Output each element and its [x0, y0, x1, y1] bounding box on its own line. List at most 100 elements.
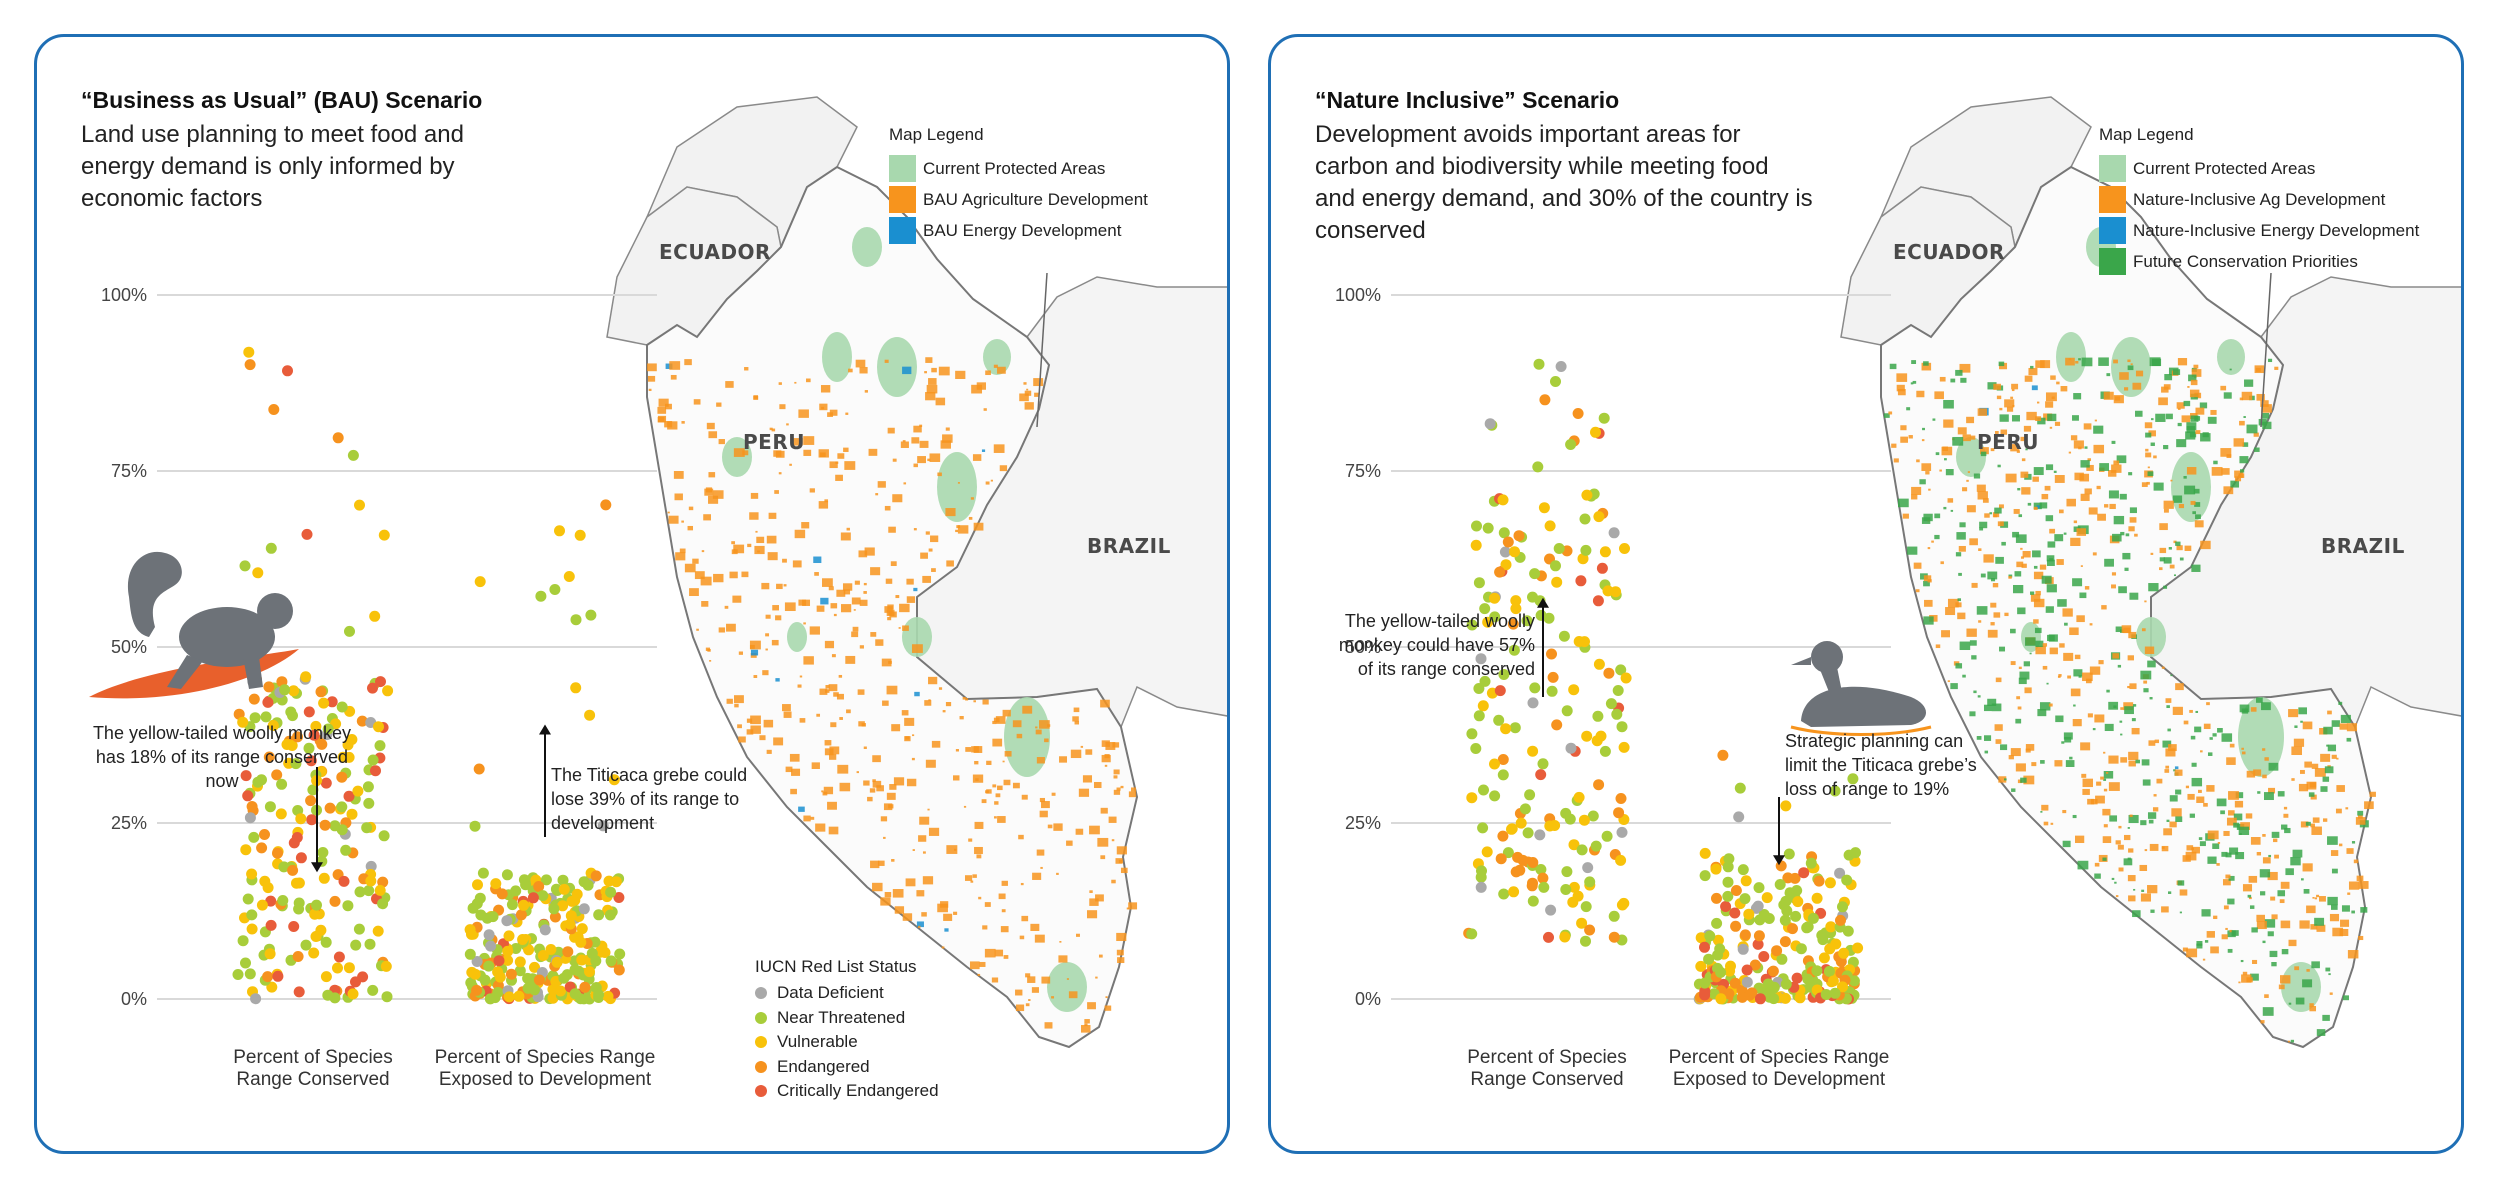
- data-point: [492, 987, 504, 998]
- map-agriculture-patch: [2006, 406, 2014, 412]
- data-point: [378, 830, 390, 842]
- map-agriculture-patch: [754, 545, 765, 555]
- data-point: [471, 984, 483, 996]
- map-agriculture-patch: [833, 613, 837, 617]
- map-agriculture-patch: [2089, 623, 2093, 626]
- data-point: [1795, 943, 1807, 955]
- data-point: [1527, 857, 1539, 868]
- map-conservation-patch: [2163, 445, 2169, 450]
- map-agriculture-patch: [2220, 448, 2232, 457]
- map-agriculture-patch: [2067, 675, 2072, 679]
- map-agriculture-patch: [884, 892, 892, 898]
- map-agriculture-patch: [2010, 661, 2016, 666]
- data-point: [1535, 609, 1547, 621]
- data-point: [506, 899, 518, 911]
- data-point: [319, 819, 331, 831]
- map-agriculture-patch: [973, 700, 976, 703]
- map-agriculture-patch: [705, 487, 713, 493]
- map-agriculture-patch: [858, 550, 868, 558]
- data-point: [240, 844, 252, 856]
- map-conservation-patch: [2010, 628, 2016, 634]
- map-agriculture-patch: [984, 902, 991, 907]
- map-agriculture-patch: [1097, 837, 1109, 847]
- data-point: [475, 909, 487, 921]
- map-agriculture-patch: [985, 790, 989, 794]
- map-agriculture-patch: [2128, 848, 2134, 853]
- map-agriculture-patch: [922, 851, 926, 854]
- data-point: [326, 696, 338, 708]
- data-point: [1711, 917, 1723, 929]
- map-agriculture-patch: [1911, 486, 1922, 495]
- map-conservation-patch: [2114, 881, 2117, 884]
- data-point: [1568, 684, 1580, 696]
- map-conservation-patch: [2023, 661, 2030, 667]
- scatter-group: [464, 499, 626, 1005]
- map-conservation-patch: [2300, 720, 2303, 723]
- map-agriculture-patch: [2229, 929, 2233, 933]
- map-agriculture-patch: [2087, 458, 2092, 462]
- map-agriculture-patch: [829, 754, 837, 760]
- map-agriculture-patch: [2021, 487, 2031, 495]
- map-conservation-patch: [1883, 413, 1890, 418]
- map-agriculture-patch: [2056, 381, 2060, 385]
- data-point: [1580, 901, 1592, 913]
- data-point: [1595, 730, 1607, 742]
- map-agriculture-patch: [1976, 484, 1986, 492]
- data-point: [1578, 814, 1590, 826]
- data-point: [597, 820, 609, 832]
- map-agriculture-patch: [972, 454, 982, 461]
- data-point: [1560, 884, 1572, 895]
- map-agriculture-patch: [1113, 769, 1120, 775]
- map-agriculture-patch: [2161, 906, 2169, 913]
- map-conservation-patch: [1958, 572, 1962, 576]
- map-agriculture-patch: [749, 644, 755, 649]
- data-point: [1613, 807, 1625, 819]
- map-agriculture-patch: [2274, 366, 2279, 370]
- map-agriculture-patch: [2078, 446, 2082, 450]
- map-conservation-patch: [2098, 357, 2109, 366]
- map-conservation-patch: [2073, 393, 2082, 400]
- map-conservation-patch: [2246, 424, 2258, 434]
- map-conservation-patch: [2341, 905, 2350, 912]
- map-agriculture-patch: [793, 438, 803, 446]
- data-point: [1776, 953, 1788, 965]
- data-point: [1608, 931, 1620, 943]
- map-conservation-patch: [2199, 402, 2208, 409]
- map-agriculture-patch: [679, 548, 686, 554]
- data-point: [310, 720, 322, 732]
- map-agriculture-patch: [2113, 359, 2118, 364]
- map-conservation-patch: [2168, 891, 2172, 894]
- map-agriculture-patch: [911, 757, 915, 761]
- map-conservation-patch: [2047, 541, 2056, 548]
- data-point: [250, 993, 262, 1005]
- map-agriculture-patch: [2306, 969, 2310, 972]
- map-conservation-patch: [2295, 997, 2305, 1005]
- map-agriculture-patch: [1128, 902, 1138, 910]
- map-conservation-patch: [2351, 910, 2355, 914]
- data-point: [1470, 539, 1482, 551]
- map-agriculture-patch: [1111, 879, 1116, 884]
- map-protected-area: [1047, 962, 1087, 1012]
- data-point: [1715, 966, 1727, 978]
- map-agriculture-patch: [2065, 357, 2075, 366]
- map-conservation-patch: [2128, 472, 2133, 476]
- map-agriculture-patch: [2043, 821, 2049, 826]
- map-agriculture-patch: [2355, 817, 2366, 825]
- map-agriculture-patch: [962, 697, 966, 700]
- map-conservation-patch: [2298, 707, 2307, 715]
- map-agriculture-patch: [2238, 981, 2241, 984]
- data-point: [290, 758, 302, 770]
- map-agriculture-patch: [855, 359, 866, 368]
- map-agriculture-patch: [1021, 794, 1028, 800]
- data-point: [590, 870, 602, 882]
- map-agriculture-patch: [2089, 666, 2101, 675]
- map-conservation-patch: [1950, 378, 1956, 383]
- map-agriculture-patch: [2059, 643, 2065, 648]
- map-agriculture-patch: [2066, 498, 2076, 507]
- map-conservation-patch: [2243, 416, 2246, 418]
- map-agriculture-patch: [1036, 849, 1045, 856]
- map-agriculture-patch: [1969, 538, 1978, 546]
- map-agriculture-patch: [2017, 706, 2022, 710]
- map-agriculture-patch: [2186, 845, 2194, 851]
- map-agriculture-patch: [1987, 629, 1998, 638]
